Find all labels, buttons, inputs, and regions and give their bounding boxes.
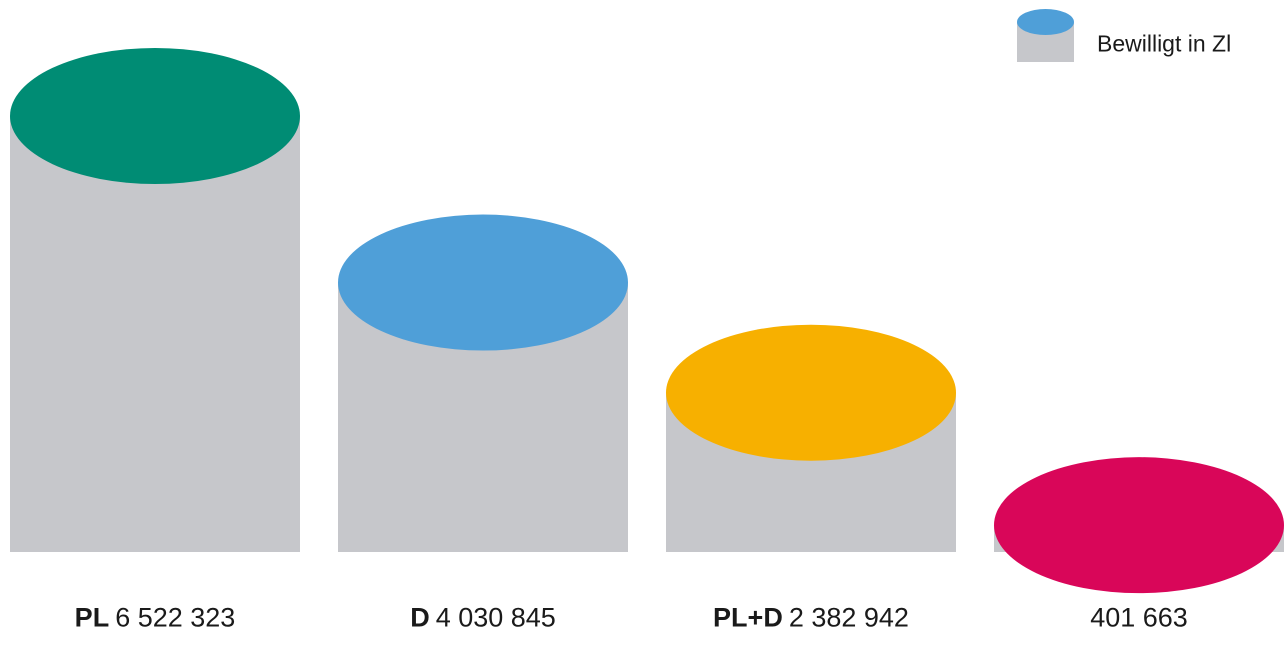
category-label: PL	[74, 602, 110, 633]
cylinder-bar	[994, 457, 1284, 594]
bar-label-total: 401 663	[1090, 603, 1188, 634]
cylinder-top	[666, 324, 956, 461]
cylinder-bar	[666, 324, 956, 552]
cylinder-top	[10, 48, 300, 184]
value-label: 2 382 942	[788, 602, 909, 633]
cylinder-body	[10, 116, 300, 552]
category-label: PL+D	[713, 602, 783, 633]
bar-label-pl: PL 6 522 323	[75, 603, 236, 634]
legend-label: Bewilligt in Zl	[1097, 30, 1232, 57]
cylinder-top	[994, 457, 1284, 594]
category-label: D	[410, 602, 430, 633]
bar-label-pl-d: PL+D 2 382 942	[713, 603, 909, 634]
value-label: 6 522 323	[115, 602, 236, 633]
cylinder-bar	[10, 48, 300, 552]
value-label: 4 030 845	[435, 602, 556, 633]
legend-cylinder-icon	[1017, 9, 1074, 62]
legend: Bewilligt in Zl	[1016, 8, 1278, 64]
cylinder-top	[338, 214, 628, 351]
cylinder-bar	[338, 214, 628, 552]
value-label: 401 663	[1090, 602, 1188, 633]
